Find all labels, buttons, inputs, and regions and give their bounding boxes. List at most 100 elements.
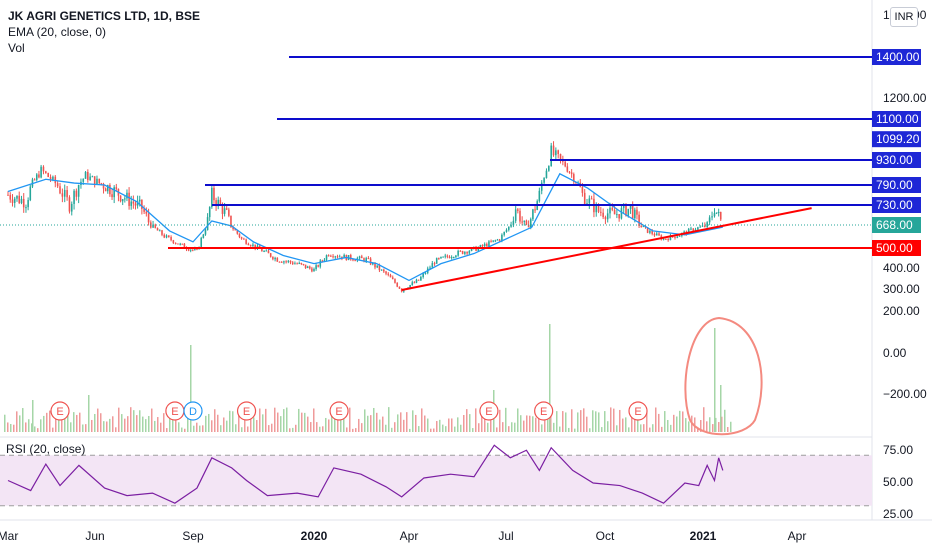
- candle-body: [321, 260, 324, 262]
- candle-body: [308, 266, 311, 269]
- volume-bar: [94, 413, 96, 432]
- candle-body: [354, 260, 356, 262]
- candle-body: [501, 234, 503, 241]
- candle-body: [336, 256, 339, 258]
- candle-body: [634, 209, 636, 219]
- candle-body: [433, 263, 436, 265]
- candle-body: [514, 209, 517, 221]
- candle-body: [219, 199, 222, 205]
- candle-body: [302, 264, 305, 266]
- volume-bar: [193, 425, 195, 432]
- candle-body: [662, 238, 665, 240]
- volume-bar: [358, 418, 360, 432]
- candle-body: [483, 243, 486, 247]
- volume-bar: [361, 423, 363, 432]
- candle-body: [365, 258, 367, 262]
- last-price-label-bg: [872, 217, 921, 233]
- volume-spike: [549, 324, 551, 432]
- candle-body: [669, 235, 672, 241]
- candle-body: [272, 256, 274, 260]
- candle-body: [477, 247, 480, 251]
- candle-body: [332, 256, 334, 258]
- volume-bar: [64, 412, 66, 432]
- volume-bar: [346, 427, 348, 432]
- volume-bar: [574, 428, 576, 432]
- candle-body: [22, 198, 25, 208]
- candle-body: [89, 176, 91, 181]
- event-marker-label: E: [634, 406, 641, 418]
- candle-body: [694, 229, 697, 232]
- candle-body: [13, 198, 16, 203]
- event-marker-E: [236, 401, 257, 421]
- price-label-bg-1400: [872, 49, 921, 65]
- volume-axis-tick: 0.00: [883, 346, 907, 360]
- volume-bar: [418, 426, 420, 432]
- volume-bar: [175, 419, 177, 432]
- volume-bar: [286, 407, 288, 432]
- volume-bar: [334, 418, 336, 432]
- volume-bar: [274, 407, 276, 432]
- volume-bar: [469, 414, 471, 432]
- candle-body: [45, 171, 47, 173]
- volume-bar: [367, 415, 369, 432]
- candle-body: [568, 171, 571, 173]
- candle-body: [311, 268, 313, 272]
- candle-body: [143, 208, 145, 212]
- price-label-930: 930.00: [876, 153, 913, 167]
- candle-body: [25, 207, 27, 209]
- candle-body: [638, 214, 640, 226]
- volume-bar: [646, 411, 648, 432]
- volume-bar: [391, 427, 393, 432]
- volume-bar: [100, 413, 102, 432]
- candle-body: [204, 230, 207, 235]
- volume-bar: [136, 415, 138, 432]
- candle-body: [505, 229, 508, 232]
- candle-body: [631, 205, 634, 219]
- volume-bar: [49, 410, 51, 432]
- currency-button[interactable]: INR: [890, 7, 918, 27]
- volume-bar: [577, 412, 579, 432]
- volume-bar: [283, 409, 285, 432]
- volume-bar: [277, 412, 279, 432]
- candle-body: [363, 258, 365, 262]
- candle-body: [211, 187, 213, 207]
- volume-bar: [55, 409, 57, 432]
- candle-body: [417, 279, 420, 281]
- volume-bar: [121, 414, 123, 432]
- candle-body: [446, 255, 449, 257]
- volume-bar: [430, 428, 432, 432]
- volume-bar: [19, 415, 21, 432]
- volume-bar: [244, 418, 246, 432]
- candle-body: [147, 213, 150, 223]
- candle-body: [429, 267, 431, 269]
- candle-body: [132, 201, 135, 204]
- price-label-730: 730.00: [876, 198, 913, 212]
- candle-body: [450, 257, 453, 259]
- event-marker-D: [183, 401, 203, 421]
- volume-bar: [526, 415, 528, 432]
- volume-axis-tick: −200.00: [883, 387, 927, 401]
- candle-body: [208, 206, 211, 218]
- candle-body: [543, 178, 545, 183]
- volume-bar: [82, 424, 84, 432]
- volume-spike: [190, 345, 192, 432]
- candle-body: [283, 261, 285, 263]
- event-marker-label: E: [485, 406, 492, 418]
- volume-bar: [187, 415, 189, 432]
- candle-body: [400, 288, 403, 292]
- volume-bar: [118, 407, 120, 432]
- candle-body: [642, 226, 645, 228]
- volume-bar: [292, 427, 294, 432]
- candle-body: [378, 265, 381, 271]
- candle-body: [265, 250, 268, 252]
- volume-bar: [370, 415, 372, 432]
- candle-body: [200, 237, 203, 247]
- volume-bar: [442, 424, 444, 432]
- candle-body: [93, 176, 96, 185]
- candle-body: [225, 208, 228, 210]
- rsi-axis-tick: 25.00: [883, 507, 913, 521]
- volume-bar: [727, 427, 729, 432]
- candle-body: [104, 188, 107, 192]
- volume-bar: [523, 420, 525, 432]
